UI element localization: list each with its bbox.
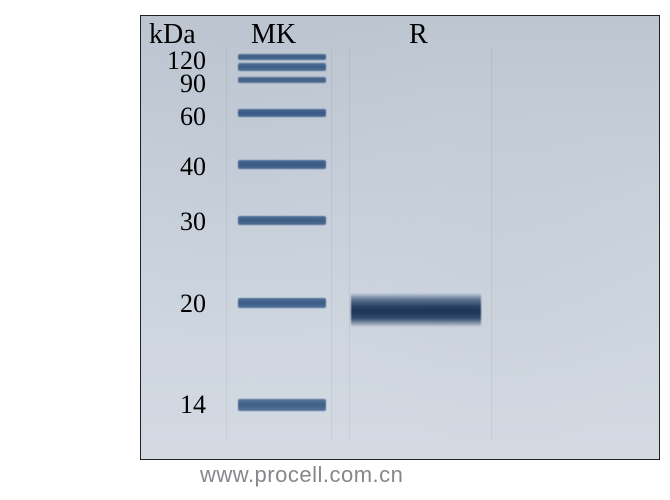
lane-edge bbox=[491, 49, 492, 441]
marker-band-14 bbox=[238, 399, 326, 411]
gel-figure-container: kDa MK R 120 90 60 40 30 20 14 www.proce… bbox=[0, 0, 670, 500]
lane-edge bbox=[349, 49, 350, 441]
mw-label-90: 90 bbox=[159, 69, 206, 99]
mw-label-14: 14 bbox=[159, 390, 206, 420]
lane-label-marker: MK bbox=[251, 19, 296, 51]
marker-band-30 bbox=[238, 216, 326, 225]
mw-label-60: 60 bbox=[159, 102, 206, 132]
lane-edge bbox=[331, 49, 332, 441]
marker-band-60 bbox=[238, 109, 326, 117]
lane-edge bbox=[226, 49, 227, 441]
mw-label-20: 20 bbox=[159, 289, 206, 319]
watermark-text: www.procell.com.cn bbox=[200, 462, 403, 488]
marker-band-40 bbox=[238, 160, 326, 169]
sample-band bbox=[351, 293, 481, 327]
marker-band-120-top bbox=[238, 54, 326, 60]
marker-band-90 bbox=[238, 77, 326, 83]
marker-band-120 bbox=[238, 63, 326, 71]
mw-label-30: 30 bbox=[159, 207, 206, 237]
marker-band-20 bbox=[238, 298, 326, 308]
gel-panel: kDa MK R 120 90 60 40 30 20 14 bbox=[140, 15, 660, 460]
lane-label-sample: R bbox=[409, 19, 428, 51]
gel-background bbox=[141, 16, 659, 459]
mw-label-40: 40 bbox=[159, 152, 206, 182]
